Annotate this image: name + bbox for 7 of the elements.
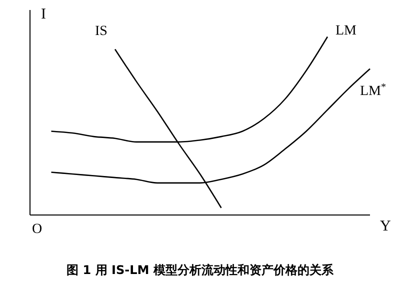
x-axis-title: Y xyxy=(380,218,391,234)
text: 图 1 用 IS-LM 模型分析流动性和资产价格的关系 xyxy=(66,262,334,279)
text: O xyxy=(32,222,42,237)
series-label: IS xyxy=(95,24,108,40)
series-label: LM xyxy=(336,24,358,39)
y-axis-title: I xyxy=(41,6,46,23)
series-label: LM$^{*}$ xyxy=(360,81,386,99)
